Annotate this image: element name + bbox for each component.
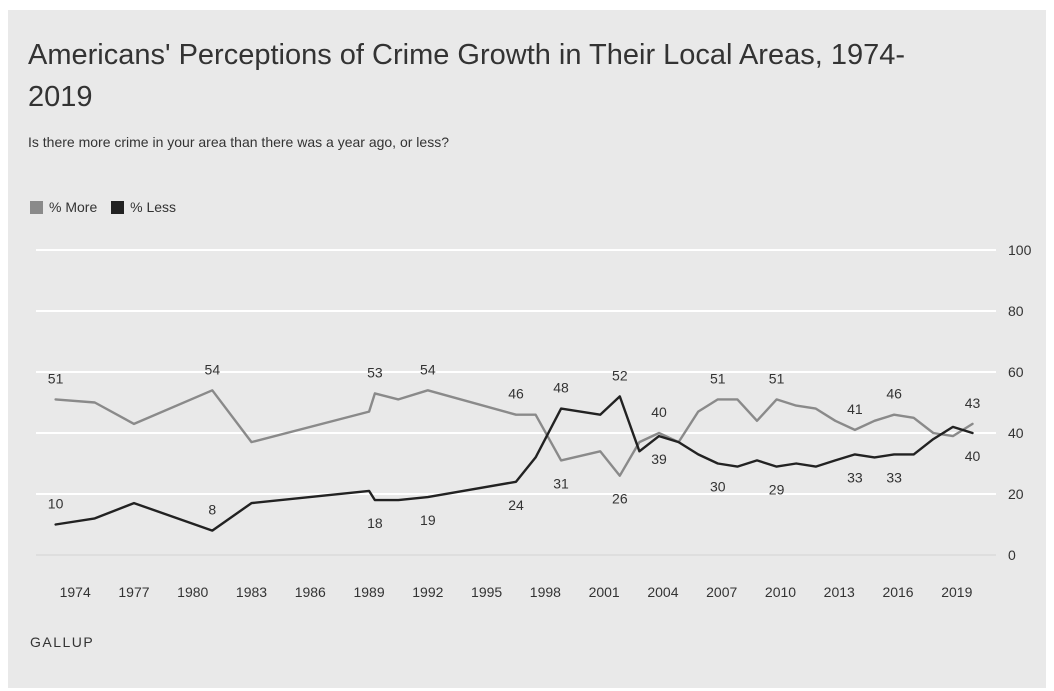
x-tick-label-1983: 1983 — [236, 584, 267, 600]
x-tick-label-2013: 2013 — [824, 584, 855, 600]
x-tick-label-2016: 2016 — [882, 584, 913, 600]
x-tick-label-1980: 1980 — [177, 584, 208, 600]
data-label-less-1973: 10 — [48, 496, 64, 512]
x-tick-label-2010: 2010 — [765, 584, 796, 600]
chart-title: Americans' Perceptions of Crime Growth i… — [28, 39, 905, 113]
x-tick-label-2007: 2007 — [706, 584, 737, 600]
x-tick-label-1998: 1998 — [530, 584, 561, 600]
y-tick-label-0: 0 — [1008, 547, 1016, 563]
chart-card — [8, 10, 1046, 688]
chart-legend: % More % Less — [30, 199, 186, 217]
data-label-less-1996.5: 24 — [508, 497, 524, 513]
x-tick-label-1977: 1977 — [118, 584, 149, 600]
data-label-less-2015.8: 33 — [886, 469, 902, 485]
legend-item-more[interactable]: % More — [30, 199, 97, 215]
data-label-less-2006.8: 30 — [710, 479, 726, 495]
x-tick-label-1989: 1989 — [353, 584, 384, 600]
y-tick-label-60: 60 — [1008, 364, 1024, 380]
legend-label-less: % Less — [130, 199, 177, 215]
x-tick-label-1992: 1992 — [412, 584, 443, 600]
data-label-more-2006.8: 51 — [710, 370, 726, 386]
legend-label-more: % More — [49, 199, 98, 215]
data-label-less-1981: 8 — [208, 502, 216, 518]
y-tick-label-100: 100 — [1008, 242, 1032, 258]
data-label-more-2009.8: 51 — [769, 370, 785, 386]
x-tick-label-2019: 2019 — [941, 584, 972, 600]
data-label-more-2001.8: 26 — [612, 491, 628, 507]
data-label-less-2013.8: 33 — [847, 469, 863, 485]
data-label-less-2003.8: 39 — [651, 451, 667, 467]
data-label-more-2013.8: 41 — [847, 401, 863, 417]
source-credit: GALLUP — [30, 634, 95, 650]
data-label-less-1989.3: 18 — [367, 515, 383, 531]
x-tick-label-1974: 1974 — [60, 584, 91, 600]
data-label-less-2001.8: 52 — [612, 367, 628, 383]
data-label-more-2003.8: 40 — [651, 404, 667, 420]
data-label-more-2015.8: 46 — [886, 386, 902, 402]
y-tick-label-80: 80 — [1008, 303, 1024, 319]
x-tick-label-2004: 2004 — [647, 584, 678, 600]
data-label-less-1992: 19 — [420, 512, 436, 528]
y-tick-label-40: 40 — [1008, 425, 1024, 441]
data-label-more-1992: 54 — [420, 361, 436, 377]
data-label-less-1998.8: 48 — [553, 380, 569, 396]
chart-subtitle: Is there more crime in your area than th… — [28, 134, 449, 150]
data-label-more-1998.8: 31 — [553, 475, 569, 491]
x-tick-label-2001: 2001 — [589, 584, 620, 600]
data-label-more-1989.3: 53 — [367, 364, 383, 380]
data-label-more-2019.8: 43 — [965, 395, 981, 411]
legend-swatch-less — [111, 200, 125, 214]
y-tick-label-20: 20 — [1008, 486, 1024, 502]
data-label-less-2019.8: 40 — [965, 448, 981, 464]
data-label-more-1981: 54 — [205, 361, 221, 377]
data-label-more-1996.5: 46 — [508, 386, 524, 402]
x-tick-label-1995: 1995 — [471, 584, 502, 600]
x-tick-label-1986: 1986 — [295, 584, 326, 600]
data-label-more-1973: 51 — [48, 370, 64, 386]
series-line-more[interactable] — [54, 389, 974, 477]
series-line-less[interactable] — [54, 395, 974, 532]
data-label-less-2009.8: 29 — [769, 482, 785, 498]
legend-item-less[interactable]: % Less — [111, 199, 176, 215]
legend-swatch-more — [30, 200, 43, 214]
